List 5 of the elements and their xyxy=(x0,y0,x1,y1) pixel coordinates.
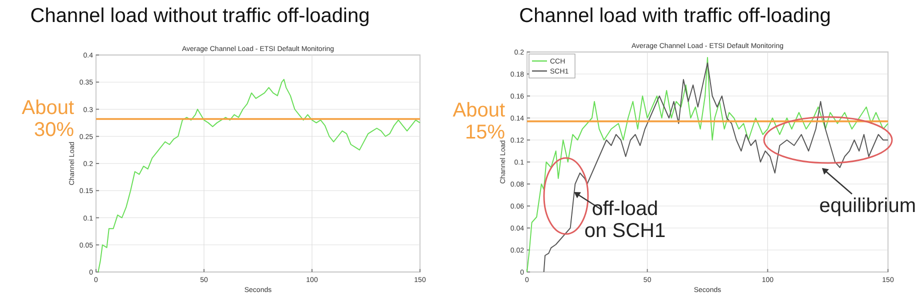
annotation: equilibrium xyxy=(819,195,916,217)
chart-title: Channel load with traffic off-loading xyxy=(519,5,831,27)
annotation: off-load on SCH1 xyxy=(584,198,666,242)
chart-title: Channel load without traffic off-loading xyxy=(30,5,370,27)
ref-line-label: About 30% xyxy=(22,97,74,142)
